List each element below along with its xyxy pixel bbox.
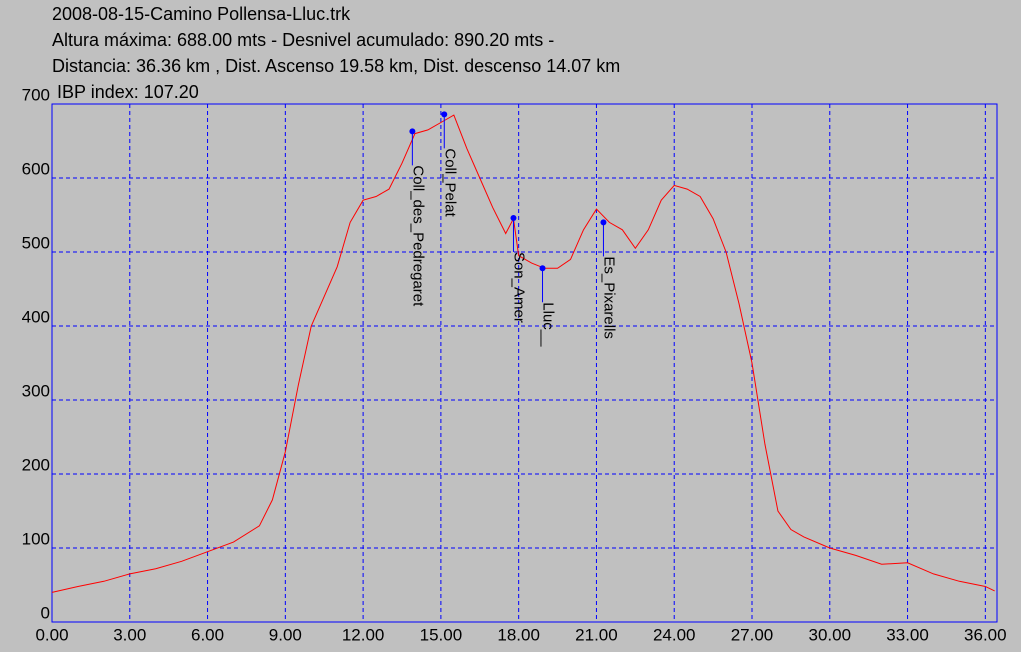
y-tick-label: 0: [41, 603, 50, 622]
y-tick-label: 700: [22, 85, 50, 104]
waypoint-marker: [441, 111, 448, 118]
waypoint-marker: [600, 219, 607, 226]
y-tick-label: 300: [22, 381, 50, 400]
chart-subtitle: Altura máxima: 688.00 mts - Desnivel acu…: [52, 30, 554, 50]
waypoint-label: Lluc__: [540, 302, 557, 347]
y-tick-label: 600: [22, 159, 50, 178]
x-tick-label: 6.00: [191, 625, 224, 644]
waypoint-marker: [510, 214, 517, 221]
y-tick-label: 400: [22, 307, 50, 326]
x-tick-label: 33.00: [886, 625, 929, 644]
plot-frame: [51, 103, 998, 623]
waypoint-label: Coll_des_Pedregaret: [409, 165, 426, 307]
x-tick-label: 3.00: [113, 625, 146, 644]
y-tick-label: 100: [22, 529, 50, 548]
x-tick-label: 12.00: [342, 625, 385, 644]
x-tick-label: 36.00: [964, 625, 1007, 644]
chart-subtitle: Distancia: 36.36 km , Dist. Ascenso 19.5…: [52, 56, 620, 76]
waypoint-label: Son_Amer: [510, 252, 527, 323]
x-tick-label: 15.00: [420, 625, 463, 644]
waypoint-label: Coll_Pelat: [441, 148, 458, 217]
waypoint-marker: [409, 128, 416, 135]
y-tick-label: 500: [22, 233, 50, 252]
chart-title: 2008-08-15-Camino Pollensa-Lluc.trk: [52, 4, 351, 24]
x-tick-label: 9.00: [269, 625, 302, 644]
x-tick-label: 18.00: [497, 625, 540, 644]
x-tick-label: 30.00: [809, 625, 852, 644]
profile-line: [51, 114, 995, 593]
y-tick-label: 200: [22, 455, 50, 474]
x-tick-label: 24.00: [653, 625, 696, 644]
waypoint-marker: [539, 265, 546, 272]
x-tick-label: 27.00: [731, 625, 774, 644]
waypoint-label: Es_Pixarells: [600, 256, 617, 339]
x-tick-label: 21.00: [575, 625, 618, 644]
chart-subtitle: IBP index: 107.20: [52, 82, 199, 102]
x-tick-label: 0.00: [35, 625, 68, 644]
